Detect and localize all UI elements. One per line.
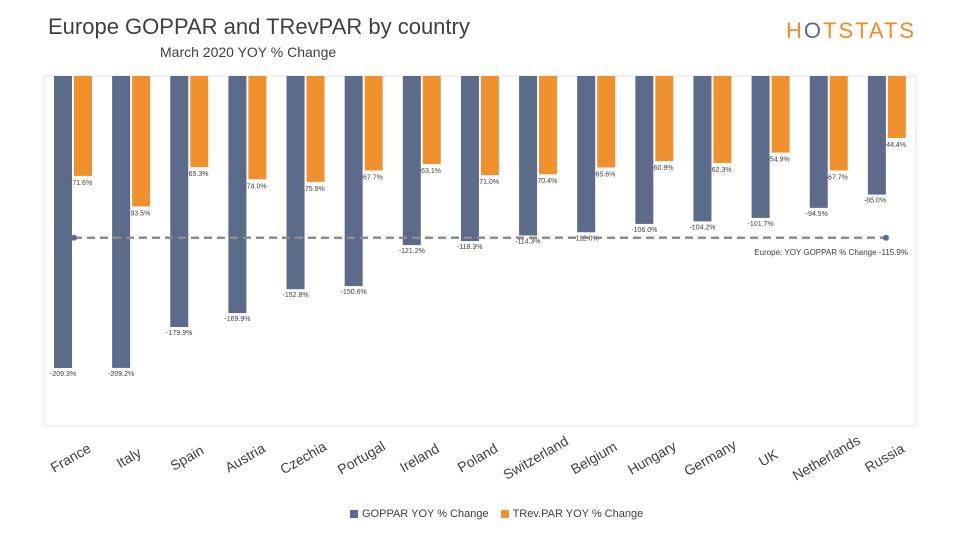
trevpar-bar [364, 76, 383, 171]
goppar-data-label: -104.2% [689, 224, 715, 231]
reference-line-end-marker [883, 234, 889, 241]
trevpar-bar [713, 76, 732, 163]
category-label: Poland [455, 440, 501, 476]
legend-swatch-trevpar [500, 510, 509, 519]
chart-legend: GOPPAR YOY % Change TRev.PAR YOY % Chang… [350, 508, 643, 520]
goppar-data-label: -209.3% [50, 371, 76, 378]
category-label: Austria [222, 440, 268, 476]
goppar-bar [402, 76, 421, 246]
goppar-bar [635, 76, 654, 224]
reference-line-start-marker [71, 234, 77, 241]
hotstats-logo: HOTSTATS [786, 18, 916, 44]
trevpar-bar [829, 76, 848, 171]
goppar-data-label: -209.2% [108, 371, 134, 378]
legend-label-goppar: GOPPAR YOY % Change [362, 508, 489, 520]
goppar-data-label: -152.8% [283, 292, 309, 299]
category-label: Italy [114, 444, 144, 471]
trevpar-data-label: -60.9% [651, 165, 673, 172]
goppar-data-label: -85.0% [864, 198, 886, 205]
trevpar-data-label: -75.9% [303, 186, 325, 193]
goppar-bar [460, 76, 479, 242]
trevpar-data-label: -67.7% [826, 174, 848, 181]
category-label: Czechia [277, 438, 329, 477]
goppar-bar [170, 76, 189, 328]
goppar-bar [751, 76, 770, 218]
trevpar-data-label: -71.0% [477, 179, 499, 186]
trevpar-bar [597, 76, 616, 168]
trevpar-data-label: -65.3% [186, 171, 208, 178]
chart-title: Europe GOPPAR and TRevPAR by country [48, 14, 470, 39]
goppar-bar [693, 76, 712, 222]
goppar-data-label: -114.3% [515, 238, 541, 245]
goppar-data-label: -150.6% [341, 289, 367, 296]
goppar-bar [54, 76, 72, 369]
goppar-bar [577, 76, 596, 233]
category-label: Russia [862, 440, 907, 475]
goppar-bar [286, 76, 305, 290]
legend-label-trevpar: TRev.PAR YOY % Change [512, 508, 644, 520]
plot-area [43, 75, 917, 427]
logo-dot: O [803, 18, 824, 43]
goppar-bar [809, 76, 828, 208]
trevpar-bar [771, 76, 790, 153]
goppar-data-label: -101.7% [748, 221, 774, 228]
trevpar-data-label: -44.4% [884, 142, 906, 149]
trevpar-data-label: -65.6% [593, 172, 615, 179]
goppar-bar [344, 76, 363, 287]
logo-text-end: TSTATS [823, 18, 917, 43]
goppar-data-label: -169.9% [224, 316, 250, 323]
category-label: Netherlands [790, 432, 863, 484]
trevpar-bar [190, 76, 209, 168]
trevpar-bar [887, 76, 906, 138]
trevpar-data-label: -93.5% [128, 210, 150, 217]
trevpar-data-label: -74.0% [244, 183, 266, 190]
legend-item-trevpar: TRev.PAR YOY % Change [500, 508, 644, 520]
trevpar-data-label: -71.6% [70, 180, 92, 187]
goppar-data-label: -106.0% [631, 227, 657, 234]
trevpar-bar [655, 76, 674, 161]
chart-subtitle: March 2020 YOY % Change [160, 44, 337, 60]
trevpar-bar [422, 76, 441, 165]
trevpar-bar [539, 76, 558, 175]
trevpar-bar [480, 76, 499, 176]
trevpar-bar [74, 76, 92, 176]
category-label: Switzerland [500, 433, 571, 483]
trevpar-data-label: -63.1% [419, 168, 441, 175]
legend-swatch-goppar [350, 510, 358, 519]
trevpar-data-label: -62.3% [709, 167, 731, 174]
goppar-data-label: -179.9% [166, 330, 192, 337]
category-label: Ireland [397, 440, 442, 475]
goppar-bar [867, 76, 886, 195]
category-label: Belgium [568, 438, 620, 477]
category-label: Portugal [335, 438, 388, 478]
trevpar-bar [306, 76, 325, 182]
trevpar-bar [248, 76, 267, 180]
category-label: Spain [167, 442, 206, 474]
category-label: France [48, 440, 94, 476]
goppar-bar [519, 76, 538, 236]
reference-line-label: Europe: YOY GOPPAR % Change -115.9% [754, 248, 908, 257]
trevpar-data-label: -67.7% [361, 174, 383, 181]
trevpar-data-label: -70.4% [535, 178, 557, 185]
category-label: Hungary [625, 438, 679, 478]
legend-item-goppar: GOPPAR YOY % Change [350, 508, 489, 520]
goppar-data-label: -94.5% [806, 211, 828, 218]
category-label: Germany [681, 436, 739, 479]
goppar-bar [228, 76, 247, 314]
category-label: UK [756, 446, 781, 470]
goppar-data-label: -121.2% [399, 248, 425, 255]
trevpar-data-label: -54.9% [768, 157, 790, 164]
goppar-data-label: -118.3% [457, 244, 483, 251]
trevpar-bar [132, 76, 151, 207]
goppar-bar [112, 76, 131, 368]
logo-text-start: H [786, 18, 804, 43]
